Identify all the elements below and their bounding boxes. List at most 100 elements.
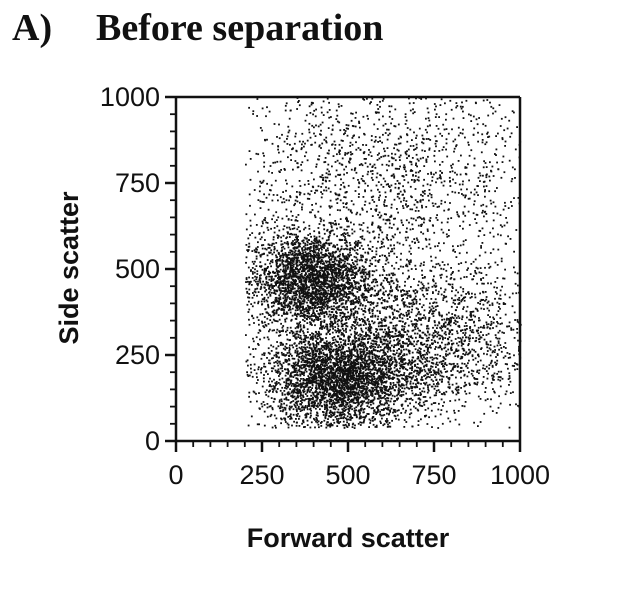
data-point (313, 269, 315, 271)
data-point (290, 385, 293, 387)
data-point (358, 387, 361, 389)
data-point (337, 265, 340, 267)
data-point (287, 260, 289, 263)
data-point (267, 304, 270, 307)
data-point (267, 338, 270, 341)
data-point (276, 225, 279, 228)
data-point (294, 282, 297, 285)
data-point (313, 247, 315, 250)
data-point (341, 368, 344, 371)
data-point (297, 305, 300, 307)
data-point (340, 289, 343, 292)
data-point (342, 305, 345, 308)
data-point (370, 403, 372, 406)
data-point (360, 329, 363, 332)
data-point (276, 262, 278, 265)
data-point (310, 414, 312, 417)
data-point (339, 421, 342, 423)
data-point (317, 379, 320, 382)
panel-label: A) (12, 7, 53, 49)
data-point (245, 281, 247, 283)
data-point (298, 383, 300, 386)
data-point (264, 263, 267, 266)
data-point (335, 310, 338, 313)
data-point (298, 300, 301, 302)
data-point (318, 350, 321, 353)
data-point (278, 287, 281, 290)
data-point (305, 297, 308, 300)
data-point (344, 302, 347, 305)
data-point (281, 260, 284, 262)
data-point (351, 362, 354, 365)
data-point (285, 242, 288, 245)
data-point (360, 271, 363, 274)
data-point (323, 285, 326, 288)
data-point (384, 358, 387, 361)
data-point (306, 257, 309, 260)
data-point (266, 226, 269, 229)
data-point (277, 364, 280, 367)
data-point (336, 227, 338, 230)
data-point (268, 362, 270, 365)
data-point (369, 259, 372, 262)
data-point (267, 243, 270, 246)
data-point (386, 402, 389, 405)
data-point (361, 229, 364, 232)
data-point (293, 365, 295, 368)
data-point (323, 364, 326, 367)
data-point (253, 322, 255, 324)
data-point (299, 312, 302, 315)
data-point (387, 423, 389, 426)
data-point (263, 273, 266, 276)
data-point (332, 255, 335, 258)
data-point (330, 311, 333, 313)
data-point (325, 239, 328, 242)
data-point (393, 376, 396, 379)
data-point (271, 329, 274, 332)
data-point (313, 267, 316, 270)
data-point (301, 399, 304, 401)
data-point (323, 294, 326, 297)
data-point (337, 319, 340, 321)
data-point (283, 309, 286, 311)
data-point (361, 337, 364, 339)
data-point (311, 307, 313, 310)
data-point (348, 255, 351, 258)
data-point (296, 200, 299, 203)
data-point (267, 347, 270, 350)
data-point (354, 412, 357, 415)
data-point (314, 302, 317, 305)
data-point (291, 296, 294, 299)
data-point (344, 308, 347, 311)
data-point (249, 234, 251, 236)
data-point (282, 305, 285, 308)
data-point (281, 305, 284, 308)
data-point (402, 407, 405, 410)
data-point (302, 260, 304, 262)
data-point (391, 362, 394, 364)
data-point (288, 348, 291, 351)
data-point (353, 230, 356, 233)
data-point (364, 271, 367, 274)
data-point (299, 261, 301, 264)
data-point (339, 372, 341, 375)
data-point (263, 300, 266, 303)
data-point (322, 283, 325, 286)
data-point (316, 298, 319, 301)
data-point (310, 379, 313, 382)
data-point (290, 250, 293, 253)
data-point (338, 393, 341, 396)
data-point (378, 355, 380, 358)
data-point (287, 289, 290, 291)
data-point (282, 301, 285, 304)
data-point (311, 387, 313, 389)
data-point (401, 377, 403, 380)
data-point (335, 271, 337, 274)
data-point (374, 340, 377, 343)
data-point (287, 309, 290, 312)
data-point (358, 259, 361, 262)
data-point (318, 280, 321, 282)
data-point (367, 318, 369, 320)
data-point (300, 370, 303, 373)
data-point (347, 286, 350, 289)
